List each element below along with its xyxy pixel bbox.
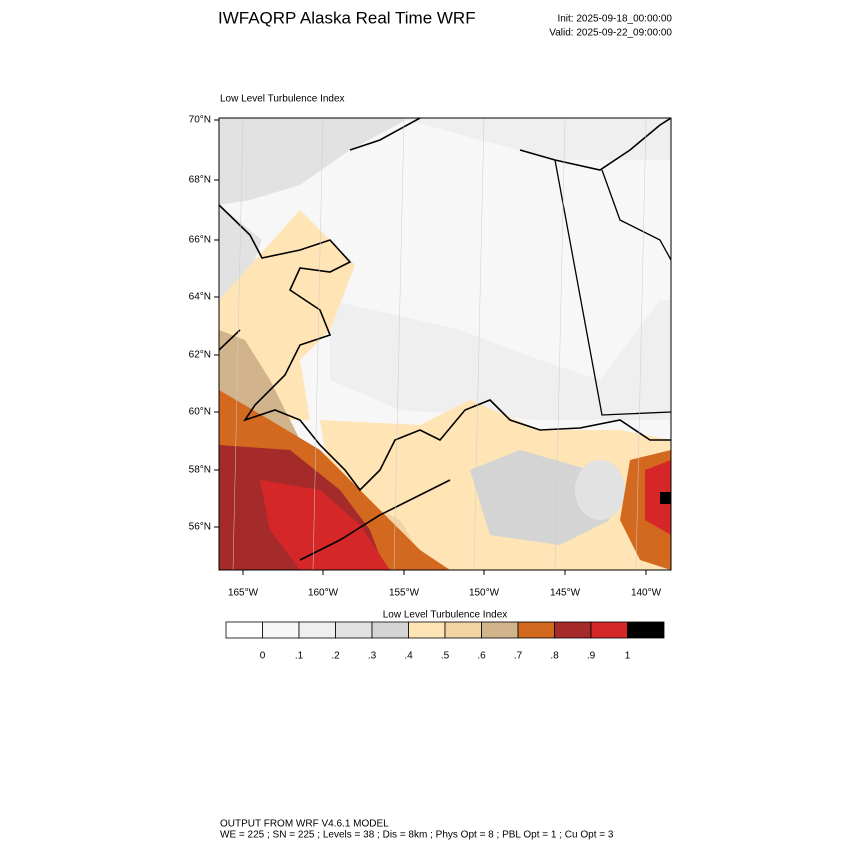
colorbar-box xyxy=(481,621,519,639)
graticule xyxy=(554,118,566,570)
colorbar-label: .7 xyxy=(514,651,523,662)
lon-label: 150°W xyxy=(469,588,500,599)
lon-label: 140°W xyxy=(631,588,662,599)
field-region xyxy=(400,118,671,160)
field xyxy=(219,118,671,570)
colorbar-box xyxy=(554,621,592,639)
lat-label: 58°N xyxy=(189,465,211,476)
map-frame xyxy=(218,117,672,571)
lat-label: 64°N xyxy=(189,292,211,303)
colorbar-label: .5 xyxy=(441,651,450,662)
colorbar-box xyxy=(225,621,263,639)
colorbar-box xyxy=(298,621,336,639)
map: 70°N 68°N 66°N 64°N 62°N 60°N 58°N 56°N 165°W 160… xyxy=(189,115,672,599)
graticule xyxy=(635,118,647,570)
graticule xyxy=(473,118,485,570)
lon-label: 160°W xyxy=(308,588,339,599)
colorbar-label: .9 xyxy=(587,651,596,662)
title: IWFAQRP Alaska Real Time WRF xyxy=(218,8,476,27)
colorbar-label: .8 xyxy=(550,651,559,662)
graticule xyxy=(312,118,324,570)
colorbar-box xyxy=(590,621,628,639)
map-title: Low Level Turbulence Index xyxy=(220,94,345,105)
field-region xyxy=(219,118,410,205)
colorbar-label: .6 xyxy=(477,651,486,662)
colorbar-label: 1 xyxy=(625,651,631,662)
valid-time: Valid: 2025-09-22_09:00:00 xyxy=(549,28,672,39)
lat-label: 70°N xyxy=(189,115,211,126)
lon-label: 145°W xyxy=(550,588,581,599)
field-region xyxy=(645,460,671,535)
colorbar-box xyxy=(262,621,300,639)
graticule xyxy=(393,118,405,570)
lat-label: 66°N xyxy=(189,235,211,246)
border xyxy=(554,159,671,416)
colorbar-label: 0 xyxy=(260,651,266,662)
coastline xyxy=(219,118,671,561)
colorbar-box xyxy=(517,621,555,639)
field-region xyxy=(575,460,625,520)
graticule xyxy=(232,118,244,570)
lon-label: 165°W xyxy=(228,588,259,599)
colorbar: 0 .1 .2 .3 .4 .5 .6 .7 .8 .9 1 xyxy=(225,621,665,662)
colorbar-label: .2 xyxy=(331,651,340,662)
colorbar-label: .4 xyxy=(404,651,413,662)
lat-label: 60°N xyxy=(189,407,211,418)
colorbar-box xyxy=(408,621,446,639)
init-time: Init: 2025-09-18_00:00:00 xyxy=(557,14,672,25)
colorbar-box xyxy=(627,621,665,639)
lat-label: 62°N xyxy=(189,350,211,361)
lat-label: 68°N xyxy=(189,175,211,186)
colorbar-title: Low Level Turbulence Index xyxy=(383,610,508,621)
colorbar-label: .1 xyxy=(295,651,304,662)
field-region xyxy=(470,450,610,545)
lon-label: 155°W xyxy=(389,588,420,599)
colorbar-label: .3 xyxy=(368,651,377,662)
colorbar-box xyxy=(444,621,482,639)
colorbar-box xyxy=(335,621,373,639)
field-region xyxy=(260,480,390,570)
footer-line: WE = 225 ; SN = 225 ; Levels = 38 ; Dis … xyxy=(220,830,614,841)
field-region xyxy=(219,205,262,300)
footer-line: OUTPUT FROM WRF V4.6.1 MODEL xyxy=(220,819,389,830)
field-region xyxy=(660,492,671,504)
field-region xyxy=(330,300,671,420)
lat-label: 56°N xyxy=(189,522,211,533)
colorbar-box xyxy=(371,621,409,639)
